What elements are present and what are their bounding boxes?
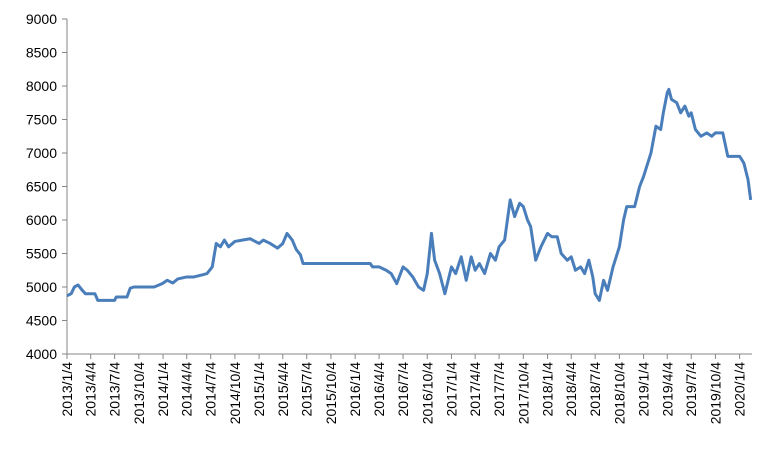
x-tick-label: 2017/4/4 — [467, 362, 483, 417]
y-tick-label: 5000 — [26, 279, 57, 295]
x-tick-label: 2017/7/4 — [491, 362, 507, 417]
y-tick-label: 5500 — [26, 246, 57, 262]
x-tick-label: 2018/10/4 — [611, 362, 627, 424]
x-tick-label: 2014/4/4 — [179, 362, 195, 417]
x-tick-label: 2020/1/4 — [732, 362, 748, 417]
x-tick-label: 2017/1/4 — [443, 362, 459, 417]
x-tick-label: 2018/1/4 — [540, 362, 556, 417]
x-tick-label: 2019/7/4 — [683, 362, 699, 417]
y-tick-label: 8500 — [26, 45, 57, 61]
x-tick-label: 2018/7/4 — [587, 362, 603, 417]
x-tick-label: 2015/1/4 — [251, 362, 267, 417]
y-tick-label: 4500 — [26, 313, 57, 329]
x-tick-label: 2018/4/4 — [563, 362, 579, 417]
y-tick-label: 7000 — [26, 145, 57, 161]
x-tick-label: 2013/10/4 — [131, 362, 147, 424]
x-tick-label: 2016/4/4 — [371, 362, 387, 417]
x-tick-label: 2015/7/4 — [299, 362, 315, 417]
y-tick-label: 6500 — [26, 179, 57, 195]
x-tick-label: 2016/1/4 — [347, 362, 363, 417]
x-tick-label: 2015/4/4 — [275, 362, 291, 417]
x-tick-label: 2013/1/4 — [59, 362, 75, 417]
x-tick-label: 2019/1/4 — [636, 362, 652, 417]
x-tick-label: 2017/10/4 — [515, 362, 531, 424]
y-tick-label: 9000 — [26, 11, 57, 27]
x-tick-label: 2014/10/4 — [227, 362, 243, 424]
x-tick-label: 2016/10/4 — [419, 362, 435, 424]
x-tick-label: 2016/7/4 — [395, 362, 411, 417]
data-line — [66, 87, 753, 302]
x-tick-label: 2013/4/4 — [83, 362, 99, 417]
y-tick-label: 8000 — [26, 78, 57, 94]
x-tick-label: 2019/10/4 — [707, 362, 723, 424]
x-tick-label: 2013/7/4 — [107, 362, 123, 417]
x-tick-label: 2014/7/4 — [203, 362, 219, 417]
x-tick-label: 2015/10/4 — [323, 362, 339, 424]
y-tick-label: 7500 — [26, 112, 57, 128]
y-tick-label: 4000 — [26, 346, 57, 362]
x-tick-label: 2014/1/4 — [155, 362, 171, 417]
x-tick-label: 2019/4/4 — [659, 362, 675, 417]
y-tick-label: 6000 — [26, 212, 57, 228]
